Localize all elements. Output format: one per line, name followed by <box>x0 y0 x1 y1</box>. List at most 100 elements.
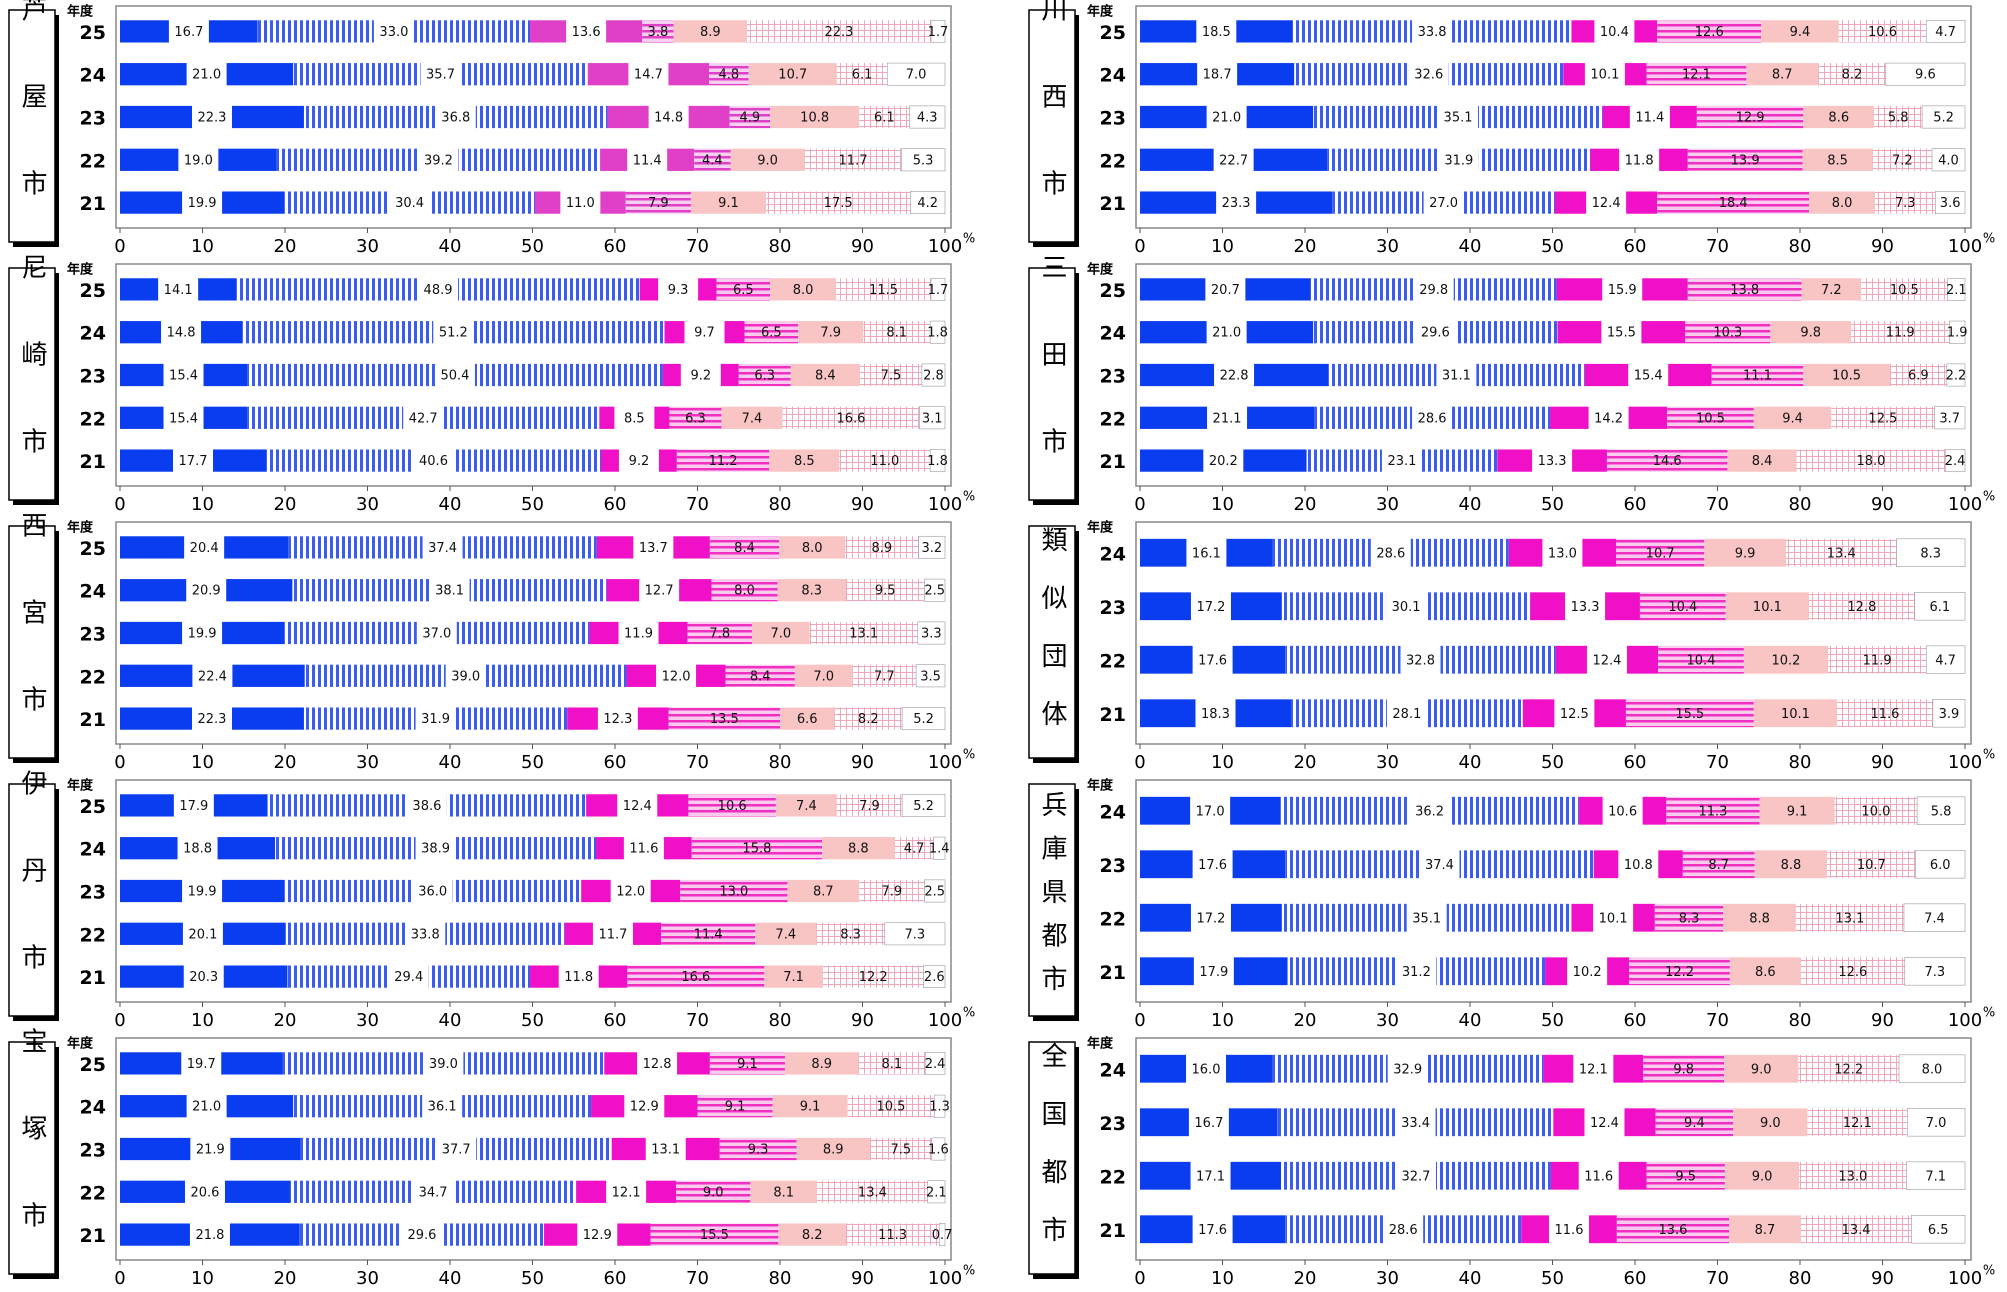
value-label: 9.8 <box>1673 1062 1694 1077</box>
value-label: 5.2 <box>1933 111 1954 126</box>
value-label: 19.9 <box>188 196 217 211</box>
label-bg <box>628 62 669 87</box>
value-label: 29.4 <box>394 970 423 985</box>
label-bg <box>1406 902 1447 933</box>
value-label: 15.9 <box>1608 283 1637 298</box>
label-bg <box>1415 320 1456 345</box>
value-label: 9.7 <box>694 326 715 341</box>
value-label: 15.4 <box>1634 369 1663 384</box>
label-bg <box>1206 104 1247 130</box>
x-tick-label: 50 <box>1541 1010 1564 1031</box>
value-label: 17.1 <box>1196 1169 1225 1184</box>
x-tick-label: 30 <box>356 752 379 773</box>
label-bg <box>434 362 475 388</box>
bar-segment <box>1753 406 1832 429</box>
x-tick-label: 10 <box>191 494 214 515</box>
value-label: 7.5 <box>891 1143 912 1158</box>
bar-segment <box>1711 363 1804 387</box>
value-label: 9.0 <box>1751 1062 1772 1077</box>
x-tick-label: 0 <box>114 1268 125 1289</box>
label-bg <box>1601 320 1642 345</box>
value-label: 37.7 <box>442 1143 471 1158</box>
bar-segment <box>709 63 749 86</box>
value-label: 28.1 <box>1392 707 1421 722</box>
bar-segment <box>1802 148 1873 171</box>
value-label: 16.7 <box>1194 1116 1223 1131</box>
value-label: 10.8 <box>800 111 829 126</box>
value-label: 10.1 <box>1781 707 1810 722</box>
x-tick-label: 40 <box>439 752 462 773</box>
value-label: 21.0 <box>192 1100 221 1115</box>
name-box <box>8 267 56 501</box>
value-label: 19.9 <box>188 627 217 642</box>
bar-segment <box>933 836 946 860</box>
value-label: 14.1 <box>164 283 193 298</box>
value-label: 36.0 <box>418 885 447 900</box>
x-tick-label: 30 <box>1376 1268 1399 1289</box>
value-label: 8.4 <box>815 369 836 384</box>
label-bg <box>405 921 446 946</box>
bar-segment <box>1657 191 1810 214</box>
value-label: 17.6 <box>1198 653 1227 668</box>
bar-segment <box>924 578 946 602</box>
value-label: 10.6 <box>718 799 747 814</box>
label-bg <box>1195 698 1236 729</box>
value-label: 13.3 <box>1538 454 1567 469</box>
value-label: 12.4 <box>1592 196 1621 211</box>
value-label: 1.3 <box>929 1100 950 1115</box>
bar-segment <box>921 363 946 387</box>
label-bg <box>1400 644 1441 675</box>
value-label: 10.4 <box>1668 600 1697 615</box>
name-box <box>8 9 56 243</box>
label-bg <box>163 362 204 388</box>
category-header: 年度 <box>67 520 94 536</box>
x-tick-label: 100 <box>928 494 962 515</box>
bar-segment <box>1646 63 1747 86</box>
label-bg <box>173 793 214 818</box>
value-label: 9.0 <box>703 1185 724 1200</box>
bar-segment <box>1798 1054 1899 1083</box>
value-label: 10.1 <box>1599 911 1628 926</box>
bar-segment <box>1874 105 1923 129</box>
value-label: 22.8 <box>1220 369 1249 384</box>
bar-segment <box>1925 645 1966 674</box>
panel-title: 三田市 <box>1037 254 1067 515</box>
value-label: 8.3 <box>840 927 861 942</box>
value-label: 19.0 <box>184 153 213 168</box>
value-label: 9.4 <box>1782 411 1803 426</box>
value-label: 39.0 <box>451 669 480 684</box>
value-label: 8.4 <box>734 541 755 556</box>
x-tick-label: 20 <box>274 494 297 515</box>
value-label: 4.7 <box>1935 25 1956 40</box>
label-bg <box>429 578 470 603</box>
label-bg <box>1573 1053 1614 1084</box>
bar-segment <box>931 1137 946 1161</box>
bar-segment <box>770 278 837 301</box>
x-tick-label: 10 <box>1211 1010 1234 1031</box>
y-tick-label: 21 <box>1100 451 1126 473</box>
value-label: 17.9 <box>179 799 208 814</box>
y-tick-label: 22 <box>80 666 106 688</box>
x-tick-label: 0 <box>114 494 125 515</box>
x-tick-label: 90 <box>1871 494 1894 515</box>
value-label: 42.7 <box>409 411 438 426</box>
label-bg <box>1408 62 1449 87</box>
y-tick-label: 24 <box>1100 1059 1126 1081</box>
bar-segment <box>834 707 903 730</box>
value-label: 6.1 <box>852 68 873 83</box>
bar-segment <box>822 965 924 988</box>
value-label: 3.6 <box>1940 196 1961 211</box>
x-tick-label: 30 <box>1376 494 1399 515</box>
value-label: 13.0 <box>1548 546 1577 561</box>
value-label: 30.1 <box>1392 600 1421 615</box>
label-bg <box>1197 62 1238 87</box>
label-bg <box>1593 902 1634 933</box>
value-label: 11.1 <box>1743 369 1772 384</box>
value-label: 0.7 <box>932 1228 953 1243</box>
bar-segment <box>1838 20 1927 43</box>
x-tick-label: 100 <box>928 1010 962 1031</box>
value-label: 31.9 <box>421 712 450 727</box>
y-tick-label: 23 <box>80 108 106 130</box>
value-label: 8.9 <box>811 1057 832 1072</box>
value-label: 7.9 <box>859 799 880 814</box>
